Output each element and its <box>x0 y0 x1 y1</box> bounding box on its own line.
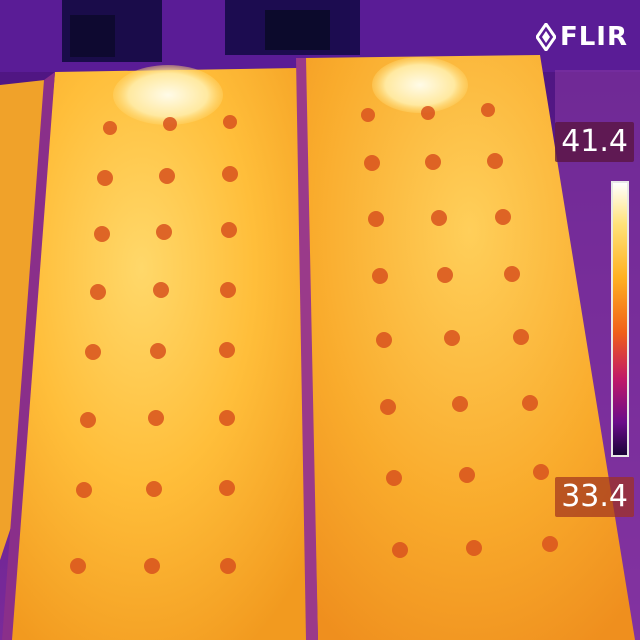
hotspot-left <box>113 65 223 125</box>
max-temp-label: 41.4 <box>555 122 634 162</box>
colorbar-gradient <box>613 183 627 455</box>
panel-right <box>304 55 635 640</box>
panel-far-left <box>0 80 45 560</box>
temperature-colorbar <box>611 181 629 457</box>
dark-inner-2 <box>265 10 330 50</box>
dark-inner-1 <box>70 15 115 57</box>
min-temp-label: 33.4 <box>555 477 634 517</box>
logo-text: FLIR <box>559 22 628 52</box>
cell-spots-left <box>70 115 238 574</box>
panel-gap-left <box>2 72 55 640</box>
flir-logo: FLIR <box>535 22 628 52</box>
cell-spots-right <box>361 103 558 558</box>
panel-gap-middle <box>296 58 318 640</box>
flir-diamond-icon <box>535 23 556 51</box>
hotspot-right <box>372 57 468 113</box>
